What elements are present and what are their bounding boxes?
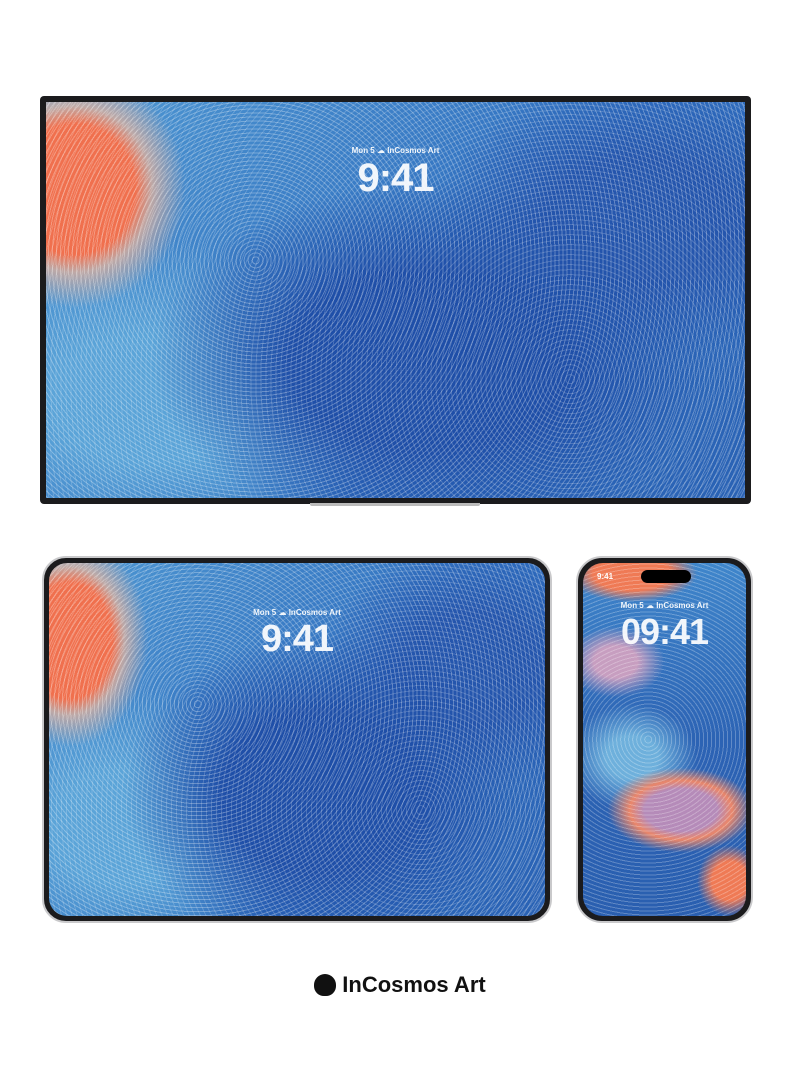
clock: 09:41 <box>620 611 709 652</box>
tablet-screen: Mon 5 ☁ InCosmos Art 9:41 <box>49 563 545 916</box>
brand: InCosmos Art <box>342 972 486 997</box>
clock: 9:41 <box>260 618 334 660</box>
phone-date-line: Mon 5 ☁ InCosmos Art <box>620 601 709 610</box>
footer: InCosmos Art <box>0 972 800 998</box>
tablet: Mon 5 ☁ InCosmos Art 9:41 <box>42 556 552 923</box>
tablet-date-line: Mon 5 ☁ InCosmos Art <box>253 608 341 617</box>
status-time: 9:41 <box>597 572 614 581</box>
date: Mon 5 <box>253 608 277 617</box>
phone: 9:41 Mon 5 ☁ InCosmos Art 09:41 <box>576 556 753 923</box>
label: InCosmos Art <box>387 146 440 155</box>
monitor-date-line: Mon 5 ☁ InCosmos Art <box>351 146 440 155</box>
dynamic-island <box>641 570 691 583</box>
clock: 9:41 <box>357 156 434 200</box>
brand-logo <box>314 974 337 996</box>
label: InCosmos Art <box>288 608 341 617</box>
phone-screen: 9:41 Mon 5 ☁ InCosmos Art 09:41 <box>583 563 746 916</box>
monitor-stand <box>310 503 480 506</box>
date: Mon 5 <box>620 601 644 610</box>
monitor-screen: Mon 5 ☁ InCosmos Art 9:41 <box>46 102 745 498</box>
monitor: Mon 5 ☁ InCosmos Art 9:41 <box>40 96 751 504</box>
date: Mon 5 <box>351 146 375 155</box>
label: InCosmos Art <box>656 601 709 610</box>
